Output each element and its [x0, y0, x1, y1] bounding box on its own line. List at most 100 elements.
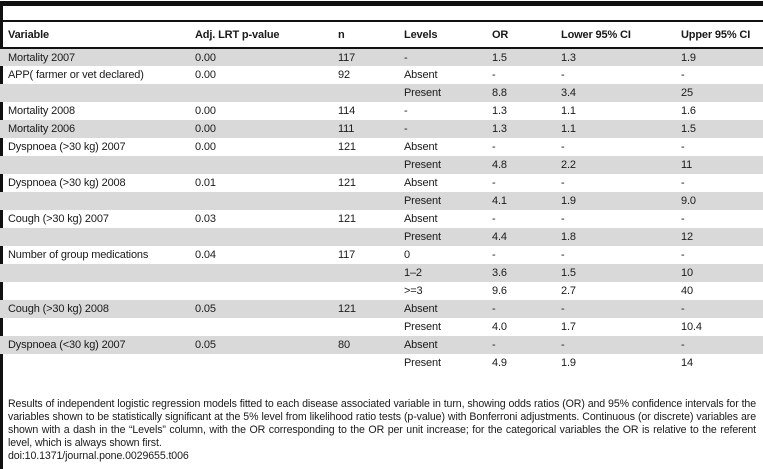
table-row: Dyspnoea (>30 kg) 2007 0.00 121 Absent - - - — [0, 138, 763, 156]
table-cell: 3.4 — [561, 87, 576, 99]
table-cell: Present — [404, 321, 441, 333]
table-cell — [0, 228, 187, 246]
column-header: n — [330, 20, 396, 49]
table-cell: 0.00 — [195, 141, 216, 153]
table-cell: 1.9 — [681, 51, 696, 64]
table-cell: - — [681, 303, 685, 315]
table-cell: 0.05 — [195, 339, 216, 351]
table-cell: Number of group medications — [8, 249, 149, 261]
table-row: Cough (>30 kg) 2008 0.05 121 Absent - - - — [0, 300, 763, 318]
table-cell: Mortality 2008 — [8, 105, 75, 117]
table-cell: APP( farmer or vet declared) — [8, 69, 144, 81]
table-cell: 117 — [338, 51, 356, 64]
table-cell: - — [492, 177, 496, 189]
table-cell: 4.8 — [492, 159, 507, 171]
table-cell: 2.2 — [561, 159, 576, 171]
column-header: OR — [484, 20, 553, 49]
table-cell: - — [561, 339, 565, 351]
table-cell: - — [404, 123, 408, 135]
table-cell — [187, 192, 330, 210]
table-cell: Absent — [404, 339, 438, 351]
table-row: Present 4.0 1.7 10.4 — [0, 318, 763, 336]
table-row: Mortality 2008 0.00 114 - 1.3 1.1 1.6 — [0, 102, 763, 120]
table-cell: 121 — [338, 303, 356, 315]
table-header-row: Variable Adj. LRT p-value n Levels OR Lower 9… — [0, 20, 763, 49]
table-cell: 4.1 — [492, 195, 507, 207]
table-cell: - — [561, 69, 565, 81]
table-cell: 1.8 — [561, 231, 576, 243]
table-cell: 121 — [338, 141, 356, 153]
table-row: Present 4.8 2.2 11 — [0, 156, 763, 174]
table-cell — [187, 84, 330, 102]
table-cell — [330, 318, 396, 336]
table-cell: 1.3 — [561, 51, 576, 64]
table-cell — [187, 156, 330, 174]
table-cell: 111 — [338, 123, 355, 135]
table-row: Number of group medications 0.04 117 0 - - - — [0, 246, 763, 264]
table-cell: - — [681, 213, 685, 225]
table-cell — [187, 228, 330, 246]
table-cell: - — [492, 69, 496, 81]
doi-line: doi:10.1371/journal.pone.0029655.t006 — [8, 450, 189, 462]
table-cell: 0.03 — [195, 213, 216, 225]
table-cell: 4.4 — [492, 231, 507, 243]
table-cell: 1.1 — [561, 123, 576, 135]
table-cell: Mortality 2007 — [8, 51, 75, 64]
table-cell: 0.00 — [195, 51, 216, 64]
table-cell: Present — [404, 357, 441, 369]
table-body: Mortality 2007 0.00 117 - 1.5 1.3 1.9 APP( farm… — [0, 48, 763, 372]
table-top-rule — [0, 1, 763, 6]
table-row: >=3 9.6 2.7 40 — [0, 282, 763, 300]
table-cell: 1.1 — [561, 105, 576, 117]
table-cell: - — [561, 303, 565, 315]
table-cell: 9.0 — [681, 195, 696, 207]
table-cell — [0, 156, 187, 174]
table-cell: 1.5 — [681, 123, 696, 135]
table-cell: - — [404, 105, 408, 117]
results-table: Variable Adj. LRT p-value n Levels OR Lower 9… — [0, 20, 763, 372]
table-cell: 12 — [681, 231, 693, 243]
table-cell: Cough (>30 kg) 2007 — [8, 213, 109, 225]
table-cell: 11 — [681, 159, 693, 171]
table-cell: 0.04 — [195, 249, 216, 261]
table-cell — [187, 264, 330, 282]
table-cell: 40 — [681, 285, 693, 297]
table-cell: - — [492, 303, 496, 315]
table-cell: Dyspnoea (<30 kg) 2007 — [8, 339, 126, 351]
table-cell: Present — [404, 231, 441, 243]
table-footnote: Results of independent logistic regressi… — [8, 398, 756, 449]
table-cell: 0.00 — [195, 105, 216, 117]
column-header: Lower 95% CI — [553, 20, 673, 49]
table-cell: 1.5 — [561, 267, 576, 279]
table-cell: 10 — [681, 267, 693, 279]
table-cell — [330, 354, 396, 372]
table-cell: 14 — [681, 357, 693, 369]
column-header: Upper 95% CI — [673, 20, 763, 49]
table-cell — [0, 84, 187, 102]
table-cell: - — [492, 141, 496, 153]
table-cell: Present — [404, 159, 441, 171]
table-cell: 0.05 — [195, 303, 216, 315]
table-cell — [0, 264, 187, 282]
table-cell: 114 — [338, 105, 356, 117]
table-cell — [330, 192, 396, 210]
column-header: Adj. LRT p-value — [187, 20, 330, 49]
table-row: Cough (>30 kg) 2007 0.03 121 Absent - - - — [0, 210, 763, 228]
table-cell: 0.00 — [195, 69, 216, 81]
table-row: Dyspnoea (<30 kg) 2007 0.05 80 Absent - - - — [0, 336, 763, 354]
table-cell: 2.7 — [561, 285, 576, 297]
table-cell: 1.9 — [561, 357, 576, 369]
table-cell: - — [561, 249, 565, 261]
table-cell: Present — [404, 87, 441, 99]
table-cell: 0.01 — [195, 177, 216, 189]
table-cell: - — [681, 177, 685, 189]
table-left-rule — [0, 1, 3, 469]
table-cell: 121 — [338, 177, 356, 189]
table-cell — [187, 282, 330, 300]
table-cell: 25 — [681, 87, 693, 99]
table-cell: 1.7 — [561, 321, 576, 333]
table-cell — [330, 264, 396, 282]
table-cell: Cough (>30 kg) 2008 — [8, 303, 109, 315]
table-cell: Absent — [404, 69, 438, 81]
table-cell: - — [492, 213, 496, 225]
